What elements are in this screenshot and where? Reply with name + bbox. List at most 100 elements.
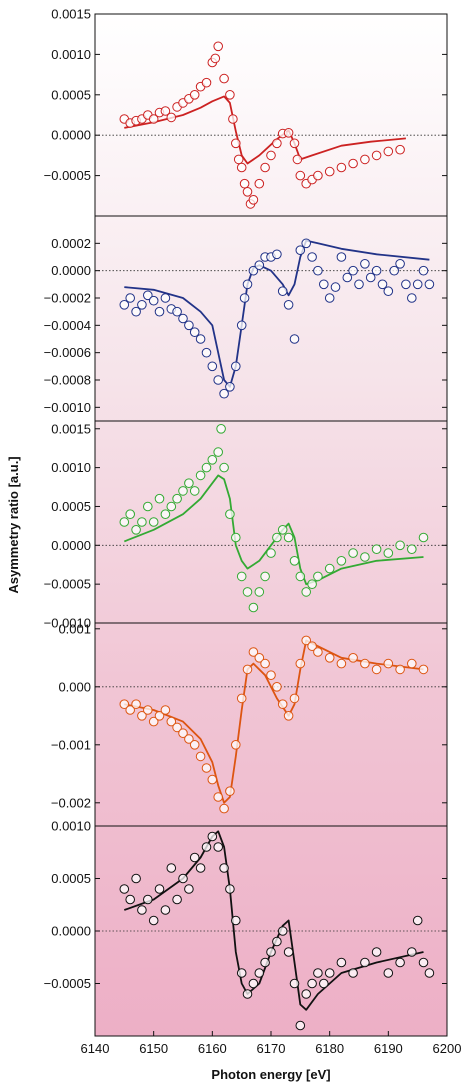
data-point	[225, 786, 235, 797]
data-point	[277, 525, 288, 535]
data-point	[336, 658, 347, 669]
data-point	[172, 306, 182, 317]
data-point	[307, 978, 317, 989]
data-point	[283, 947, 294, 957]
data-point	[248, 265, 259, 276]
data-point	[189, 90, 200, 100]
data-point	[260, 957, 270, 968]
data-point	[225, 884, 235, 894]
y-axis-title: Asymmetry ratio [a.u.]	[6, 456, 21, 593]
data-point	[383, 286, 394, 297]
y-tick-label: −0.0005	[44, 577, 91, 592]
data-point	[307, 579, 317, 590]
data-point	[272, 138, 282, 149]
x-tick-label: 6150	[139, 1041, 168, 1056]
data-point	[166, 863, 177, 873]
data-point	[143, 705, 153, 715]
y-tick-label: −0.0004	[44, 318, 91, 333]
data-point	[184, 320, 194, 331]
chart-panel-4: 0.001 0.000 −0.001 −0.002	[51, 621, 447, 814]
data-point	[242, 279, 253, 290]
data-point	[216, 424, 226, 434]
data-point	[236, 571, 247, 582]
x-tick-label: 6190	[374, 1041, 403, 1056]
data-point	[189, 740, 200, 750]
data-point	[207, 455, 218, 465]
data-point	[283, 532, 294, 543]
data-point	[272, 682, 282, 692]
data-point	[407, 293, 417, 303]
data-point	[295, 170, 306, 181]
data-point	[201, 347, 212, 358]
data-point	[178, 873, 188, 884]
data-point	[236, 693, 247, 704]
data-point	[207, 831, 218, 842]
y-tick-label: 0.0000	[51, 538, 91, 553]
data-point	[412, 915, 423, 926]
data-point	[231, 740, 241, 750]
data-point	[231, 138, 241, 149]
data-point	[324, 968, 335, 978]
data-point	[178, 313, 188, 324]
data-point	[371, 664, 382, 675]
y-tick-label: −0.0005	[44, 976, 91, 991]
data-point	[160, 705, 171, 715]
data-point	[143, 290, 153, 301]
data-point	[195, 863, 206, 873]
data-point	[137, 517, 147, 527]
data-point	[189, 327, 200, 338]
data-point	[248, 602, 259, 613]
data-point	[125, 705, 135, 715]
data-point	[292, 154, 303, 165]
x-tick-label: 6140	[81, 1041, 110, 1056]
y-tick-label: 0.0000	[51, 924, 91, 939]
data-point	[219, 803, 229, 814]
data-point	[407, 947, 417, 957]
x-tick-label: 6180	[315, 1041, 344, 1056]
data-point	[360, 658, 370, 669]
data-point	[160, 905, 171, 915]
data-point	[231, 915, 241, 926]
data-point	[319, 978, 329, 989]
data-point	[242, 587, 253, 597]
data-point	[336, 556, 347, 566]
data-point	[313, 647, 323, 657]
chart-panel-5: 0.0010 0.0005 0.0000 −0.0005	[44, 819, 447, 1031]
data-point	[125, 894, 135, 905]
data-point	[371, 265, 382, 276]
data-point	[184, 478, 194, 489]
y-tick-label: −0.0006	[44, 345, 91, 360]
data-point	[260, 162, 270, 173]
data-point	[383, 658, 394, 669]
data-point	[418, 957, 429, 968]
data-point	[407, 544, 417, 555]
y-tick-label: −0.0002	[44, 291, 91, 306]
data-point	[248, 978, 259, 989]
data-point	[219, 73, 229, 84]
data-point	[143, 894, 153, 905]
data-point	[184, 734, 194, 744]
data-point	[336, 162, 347, 173]
data-point	[383, 548, 394, 558]
data-point	[395, 144, 405, 155]
fit-line	[124, 95, 406, 165]
data-point	[119, 300, 130, 310]
data-point	[148, 295, 159, 306]
data-point	[412, 279, 423, 290]
data-point	[195, 751, 206, 762]
y-tick-label: 0.0000	[51, 128, 91, 143]
data-point	[236, 320, 247, 331]
data-point	[395, 957, 405, 968]
y-tick-label: −0.002	[51, 795, 91, 810]
data-point	[210, 53, 221, 64]
data-point	[283, 128, 294, 138]
data-point	[319, 279, 329, 290]
data-point	[228, 114, 238, 124]
data-point	[225, 509, 235, 520]
data-point	[424, 968, 435, 978]
data-point	[242, 664, 253, 675]
data-point	[330, 282, 341, 292]
x-tick-label: 6160	[198, 1041, 227, 1056]
y-tick-label: −0.0008	[44, 373, 91, 388]
data-point	[154, 306, 165, 317]
